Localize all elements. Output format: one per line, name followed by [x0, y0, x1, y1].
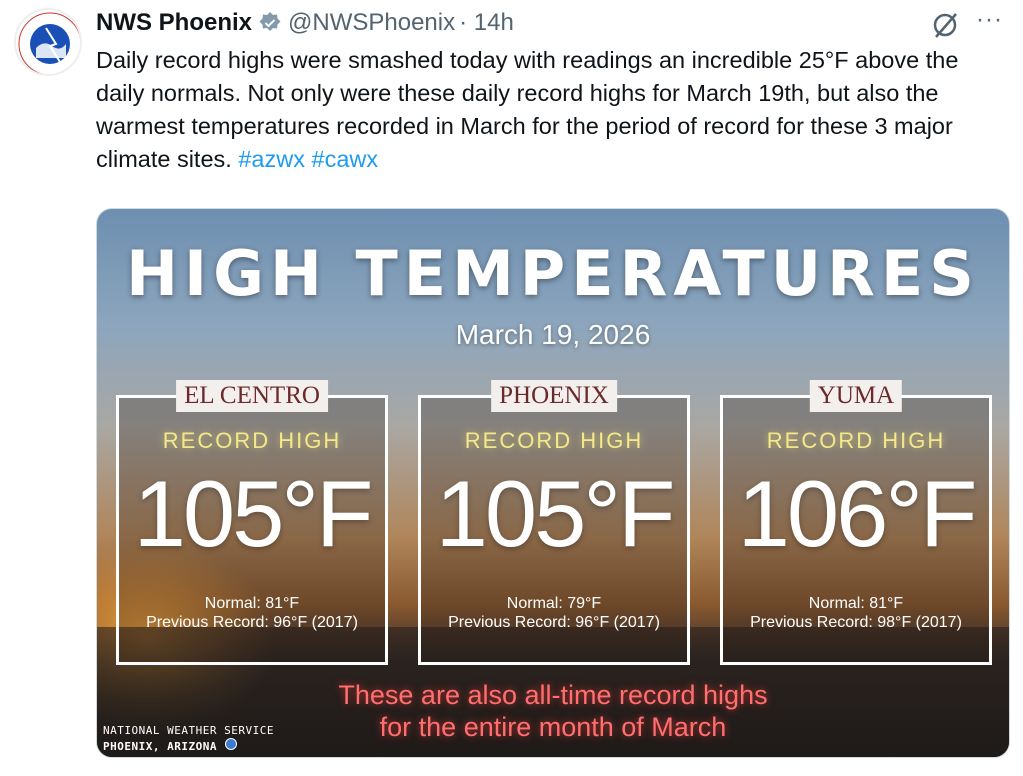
tweet-header: NWS Phoenix @NWSPhoenix · 14h — [96, 8, 514, 38]
timestamp[interactable]: · 14h — [459, 9, 514, 36]
site-normals: Normal: 79°F Previous Record: 96°F (2017) — [421, 594, 687, 632]
all-time-record-note: These are also all-time record highs for … — [97, 679, 1009, 743]
normal-temp: Normal: 81°F — [808, 595, 904, 612]
avatar[interactable] — [14, 8, 82, 76]
site-card-phoenix: PHOENIX RECORD HIGH 105°F Normal: 79°F Pr… — [418, 380, 690, 665]
site-card-yuma: YUMA RECORD HIGH 106°F Normal: 81°F Previ… — [720, 380, 992, 665]
nws-small-logo-icon — [225, 738, 238, 750]
tweet-image[interactable]: HIGH TEMPERATURES March 19, 2026 EL CENT… — [96, 208, 1010, 758]
graphic-date: March 19, 2026 — [455, 319, 651, 350]
record-high-label: RECORD HIGH — [766, 428, 946, 453]
note-line-2: for the entire month of March — [379, 712, 727, 742]
tweet-text: Daily record highs were smashed today wi… — [96, 44, 996, 176]
credit-location: PHOENIX, ARIZONA — [103, 740, 217, 753]
previous-record: Previous Record: 96°F (2017) — [146, 614, 358, 631]
normal-temp: Normal: 81°F — [204, 595, 300, 612]
site-name: EL CENTRO — [176, 380, 328, 412]
grok-icon[interactable] — [930, 10, 960, 40]
author-handle[interactable]: @NWSPhoenix — [288, 9, 456, 36]
normal-temp: Normal: 79°F — [506, 595, 602, 612]
site-normals: Normal: 81°F Previous Record: 96°F (2017) — [119, 594, 385, 632]
previous-record: Previous Record: 98°F (2017) — [750, 614, 962, 631]
nws-logo-icon — [18, 12, 80, 74]
record-temp: 105°F — [133, 461, 374, 566]
record-high-label: RECORD HIGH — [464, 428, 644, 453]
author-name[interactable]: NWS Phoenix — [96, 9, 253, 36]
previous-record: Previous Record: 96°F (2017) — [448, 614, 660, 631]
record-temp: 106°F — [737, 461, 978, 566]
tweet-body: Daily record highs were smashed today wi… — [96, 47, 959, 172]
graphic-title: HIGH TEMPERATURES — [126, 237, 980, 310]
city-skyline — [97, 627, 1009, 757]
hashtag-cawx[interactable]: #cawx — [311, 146, 379, 172]
nws-credit: NATIONAL WEATHER SERVICE PHOENIX, ARIZONA — [103, 723, 274, 754]
verified-badge-icon — [259, 12, 281, 31]
credit-line-1: NATIONAL WEATHER SERVICE — [103, 724, 274, 737]
site-normals: Normal: 81°F Previous Record: 98°F (2017) — [723, 594, 989, 632]
note-line-1: These are also all-time record highs — [338, 680, 768, 710]
site-name: PHOENIX — [491, 380, 617, 412]
site-name: YUMA — [809, 380, 903, 412]
site-card-el-centro: EL CENTRO RECORD HIGH 105°F Normal: 81°F… — [116, 380, 388, 665]
hashtag-azwx[interactable]: #azwx — [238, 146, 305, 172]
more-options-button[interactable]: ··· — [976, 6, 1003, 33]
credit-line-2: PHOENIX, ARIZONA — [103, 738, 274, 754]
record-temp: 105°F — [435, 461, 676, 566]
record-high-label: RECORD HIGH — [162, 428, 342, 453]
